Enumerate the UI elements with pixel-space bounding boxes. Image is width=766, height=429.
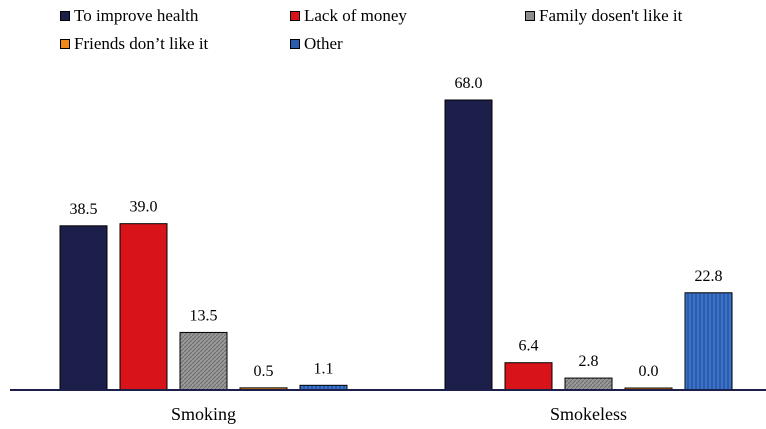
value-label-smoking-series-4: 0.5 bbox=[254, 363, 274, 380]
bars-group bbox=[59, 99, 733, 391]
value-label-smokeless-series-4: 0.0 bbox=[639, 363, 659, 380]
category-labels-group: Smoking Smokeless bbox=[171, 404, 627, 424]
value-label-smoking-series-3: 13.5 bbox=[190, 307, 218, 324]
value-label-smokeless-series-5: 22.8 bbox=[695, 268, 723, 285]
bar-smokeless-series-5 bbox=[684, 292, 733, 391]
bar-smoking-series-2 bbox=[119, 223, 168, 391]
legend-swatch-5 bbox=[290, 39, 300, 49]
legend-swatch-4 bbox=[60, 39, 70, 49]
bar-smokeless-series-1 bbox=[444, 99, 493, 391]
value-label-smokeless-series-2: 6.4 bbox=[519, 338, 539, 355]
legend-swatch-3 bbox=[525, 11, 535, 21]
value-label-smokeless-series-1: 68.0 bbox=[455, 75, 483, 92]
legend-item-3: Family dosen't like it bbox=[525, 6, 682, 26]
legend-item-5: Other bbox=[290, 34, 343, 54]
value-label-smoking-series-2: 39.0 bbox=[130, 199, 158, 216]
bar-smoking-series-3 bbox=[179, 331, 228, 391]
bar-smokeless-series-3 bbox=[564, 377, 613, 391]
legend-item-4: Friends don’t like it bbox=[60, 34, 208, 54]
legend-swatch-2 bbox=[290, 11, 300, 21]
legend-label-5: Other bbox=[304, 34, 343, 53]
value-label-smokeless-series-3: 2.8 bbox=[579, 353, 599, 370]
legend: To improve health Lack of money Family dos… bbox=[60, 6, 760, 62]
legend-label-3: Family dosen't like it bbox=[539, 6, 683, 25]
value-label-smoking-series-1: 38.5 bbox=[70, 201, 98, 218]
legend-swatch-1 bbox=[60, 11, 70, 21]
legend-item-2: Lack of money bbox=[290, 6, 407, 26]
value-labels-group: 38.5 39.0 13.5 0.5 1.1 68.0 6.4 2.8 0.0 22.8 bbox=[70, 75, 723, 380]
legend-label-1: To improve health bbox=[74, 6, 199, 25]
bar-smokeless-series-2 bbox=[504, 362, 553, 391]
bar-smoking-series-1 bbox=[59, 225, 108, 391]
category-label-smokeless: Smokeless bbox=[550, 404, 627, 424]
value-label-smoking-series-5: 1.1 bbox=[314, 360, 334, 377]
legend-label-4: Friends don’t like it bbox=[74, 34, 209, 53]
legend-label-2: Lack of money bbox=[304, 6, 407, 25]
legend-item-1: To improve health bbox=[60, 6, 198, 26]
category-label-smoking: Smoking bbox=[171, 404, 236, 424]
